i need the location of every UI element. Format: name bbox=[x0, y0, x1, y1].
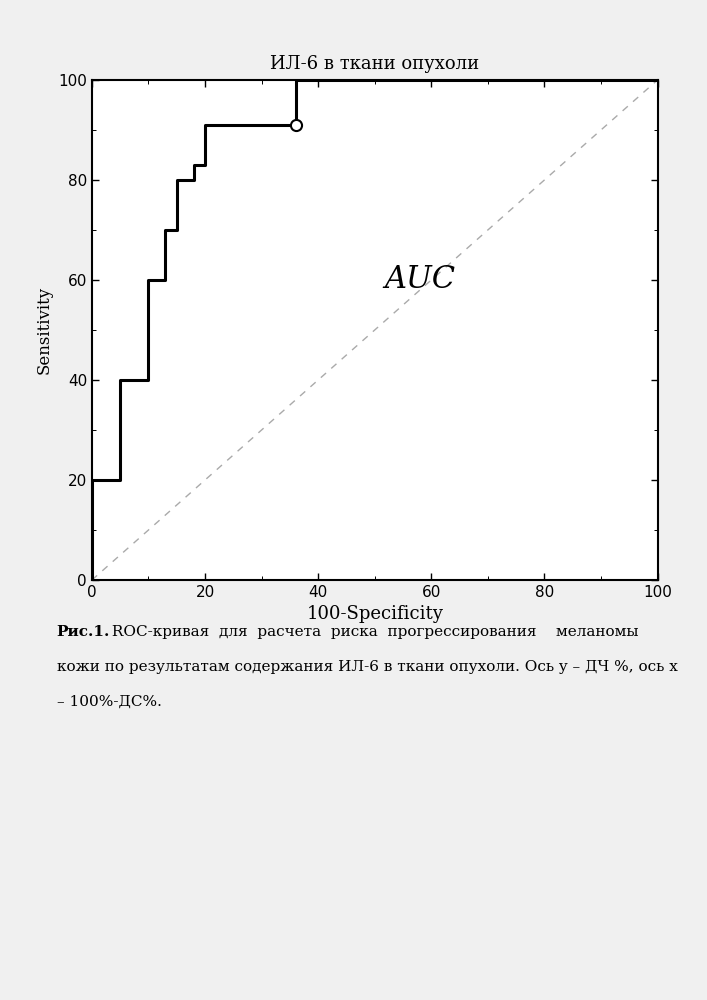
Y-axis label: Sensitivity: Sensitivity bbox=[35, 286, 52, 374]
Text: ROC-кривая  для  расчета  риска  прогрессирования    меланомы: ROC-кривая для расчета риска прогрессиро… bbox=[107, 625, 639, 639]
Text: AUC: AUC bbox=[385, 264, 455, 296]
Text: – 100%-ДС%.: – 100%-ДС%. bbox=[57, 695, 161, 709]
X-axis label: 100-Specificity: 100-Specificity bbox=[306, 605, 443, 623]
Text: кожи по результатам содержания ИЛ-6 в ткани опухоли. Ось y – ДЧ %, ось x: кожи по результатам содержания ИЛ-6 в тк… bbox=[57, 660, 677, 674]
Text: Рис.1.: Рис.1. bbox=[57, 625, 110, 639]
Title: ИЛ-6 в ткани опухоли: ИЛ-6 в ткани опухоли bbox=[270, 55, 479, 73]
